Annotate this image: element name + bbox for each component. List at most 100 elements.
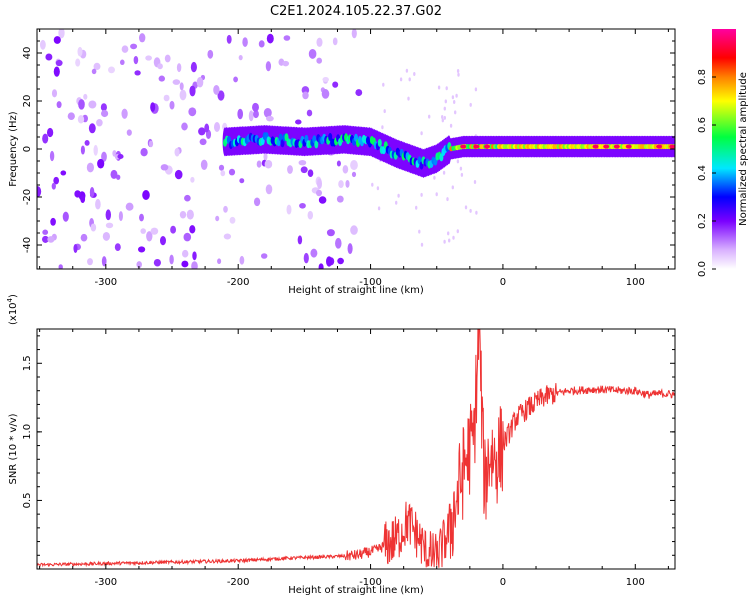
spectrogram-noise-cell: [441, 115, 444, 119]
spectrogram-noise-cell: [73, 244, 78, 253]
x-tick-label: 100: [626, 277, 645, 288]
spectrogram-noise-cell: [53, 66, 60, 77]
spectrogram-noise-cell: [164, 54, 171, 63]
spectrogram-noise-cell: [179, 89, 187, 101]
spectrogram-noise-cell: [188, 107, 197, 117]
spectrogram-noise-cell: [126, 129, 132, 136]
spectrogram-noise-cell: [237, 108, 244, 120]
spectrogram-noise-cell: [469, 208, 472, 213]
spectrogram-noise-cell: [213, 121, 221, 133]
spectrogram-noise-cell: [189, 85, 196, 97]
spectrogram-noise-cell: [397, 193, 400, 198]
spectrogram-noise-cell: [443, 106, 446, 111]
spectrogram-noise-cell: [456, 229, 459, 234]
spectrogram-noise-cell: [238, 54, 243, 61]
spectrogram-noise-cell: [287, 165, 293, 174]
spectrogram-noise-cell: [310, 248, 318, 258]
spectrogram-noise-cell: [265, 61, 272, 72]
spectrogram-noise-cell: [101, 256, 107, 267]
spectrogram-noise-cell: [125, 202, 134, 211]
spectrogram-noise-cell: [62, 211, 69, 222]
spectrogram-peak-cell: [613, 144, 620, 149]
spectrogram-peak-cell: [592, 144, 599, 149]
spectrogram-noise-cell: [130, 43, 138, 50]
spectrogram-noise-cell: [218, 164, 225, 171]
y-tick-label: -40: [22, 237, 33, 253]
y-tick-label: 1.5: [22, 355, 33, 371]
spectrogram-x-axis: -300 -200 -100 0 100: [39, 29, 669, 288]
spectrogram-noise-cell: [160, 235, 166, 246]
snr-x-label: Height of straight line (km): [288, 585, 424, 596]
spectrogram-ridge-cell: [280, 139, 285, 148]
spectrogram-noise-cell: [455, 93, 458, 98]
spectrogram-noise-cell: [351, 29, 357, 39]
spectrogram-cells: [37, 29, 675, 269]
spectrogram-noise-cell: [58, 264, 63, 269]
spectrogram-noise-cell: [295, 119, 302, 125]
spectrogram-noise-cell: [153, 258, 161, 267]
y-tick-label: 1.0: [22, 424, 33, 440]
spectrogram-noise-cell: [95, 198, 101, 210]
spectrogram-noise-cell: [307, 169, 314, 178]
spectrogram-noise-cell: [87, 258, 93, 266]
spectrogram-noise-cell: [169, 254, 174, 265]
spectrogram-noise-cell: [53, 176, 60, 185]
spectrogram-noise-cell: [199, 138, 207, 146]
spectrogram-noise-cell: [415, 205, 418, 210]
spectrogram-noise-cell: [395, 200, 398, 205]
spectrogram-noise-cell: [174, 169, 183, 180]
spectrogram-noise-cell: [322, 76, 329, 83]
spectrogram-noise-cell: [299, 202, 306, 209]
spectrogram-noise-cell: [172, 79, 181, 85]
spectrogram-noise-cell: [377, 206, 381, 211]
snr-y-scale-close: ): [8, 294, 19, 298]
colorbar-tick-label: 0.0: [697, 261, 708, 277]
spectrogram-noise-cell: [347, 243, 353, 255]
snr-y-label: SNR (10 * v/v): [8, 413, 19, 484]
spectrogram-noise-cell: [420, 192, 423, 197]
spectrogram-noise-cell: [474, 87, 478, 92]
snr-panel: -300 -200 -100 0 100 0.5 1.0 1.5 Height of str…: [6, 294, 676, 596]
spectrogram-noise-cell: [39, 39, 46, 50]
spectrogram-noise-cell: [228, 168, 236, 176]
snr-y-axis: 0.5 1.0 1.5: [22, 335, 675, 556]
spectrogram-noise-cell: [146, 231, 153, 242]
spectrogram-noise-cell: [150, 102, 156, 112]
spectrogram-noise-cell: [140, 148, 148, 157]
spectrogram-noise-cell: [297, 235, 303, 245]
spectrogram-noise-cell: [418, 229, 421, 234]
spectrogram-noise-cell: [200, 159, 208, 170]
spectrogram-noise-cell: [459, 166, 463, 171]
x-tick-label: -100: [359, 277, 382, 288]
spectrogram-noise-cell: [451, 185, 454, 190]
spectrogram-noise-cell: [253, 197, 261, 207]
spectrogram-ridge-cell: [314, 140, 319, 149]
spectrogram-noise-cell: [265, 184, 273, 195]
spectrogram-noise-cell: [336, 160, 341, 167]
spectrogram-noise-cell: [78, 99, 85, 110]
spectrogram-peak-cell: [625, 144, 632, 149]
spectrogram-noise-cell: [121, 108, 128, 119]
spectrogram-noise-cell: [454, 110, 457, 115]
colorbar-ticks: 0.0 0.2 0.4 0.6 0.8: [697, 69, 716, 277]
spectrogram-noise-cell: [101, 109, 109, 118]
spectrogram-noise-cell: [136, 261, 142, 269]
spectrogram-noise-cell: [475, 210, 478, 215]
spectrogram-noise-cell: [207, 49, 214, 59]
spectrogram-noise-cell: [60, 170, 67, 176]
spectrogram-noise-cell: [117, 153, 124, 160]
spectrogram-noise-cell: [96, 119, 103, 127]
spectrogram-noise-cell: [351, 171, 357, 178]
spectrogram-peak-cell: [603, 144, 610, 149]
spectrogram-noise-cell: [139, 33, 146, 43]
spectrogram-x-label: Height of straight line (km): [288, 285, 424, 296]
colorbar-label: Normalized spectral amplitude: [738, 72, 749, 226]
spectrogram-noise-cell: [456, 69, 460, 73]
spectrogram-noise-cell: [464, 205, 468, 210]
spectrogram-noise-cell: [383, 109, 386, 114]
colorbar-tick-label: 0.8: [697, 69, 708, 85]
colorbar-tick-label: 0.4: [697, 165, 708, 181]
spectrogram-noise-cell: [321, 89, 330, 99]
